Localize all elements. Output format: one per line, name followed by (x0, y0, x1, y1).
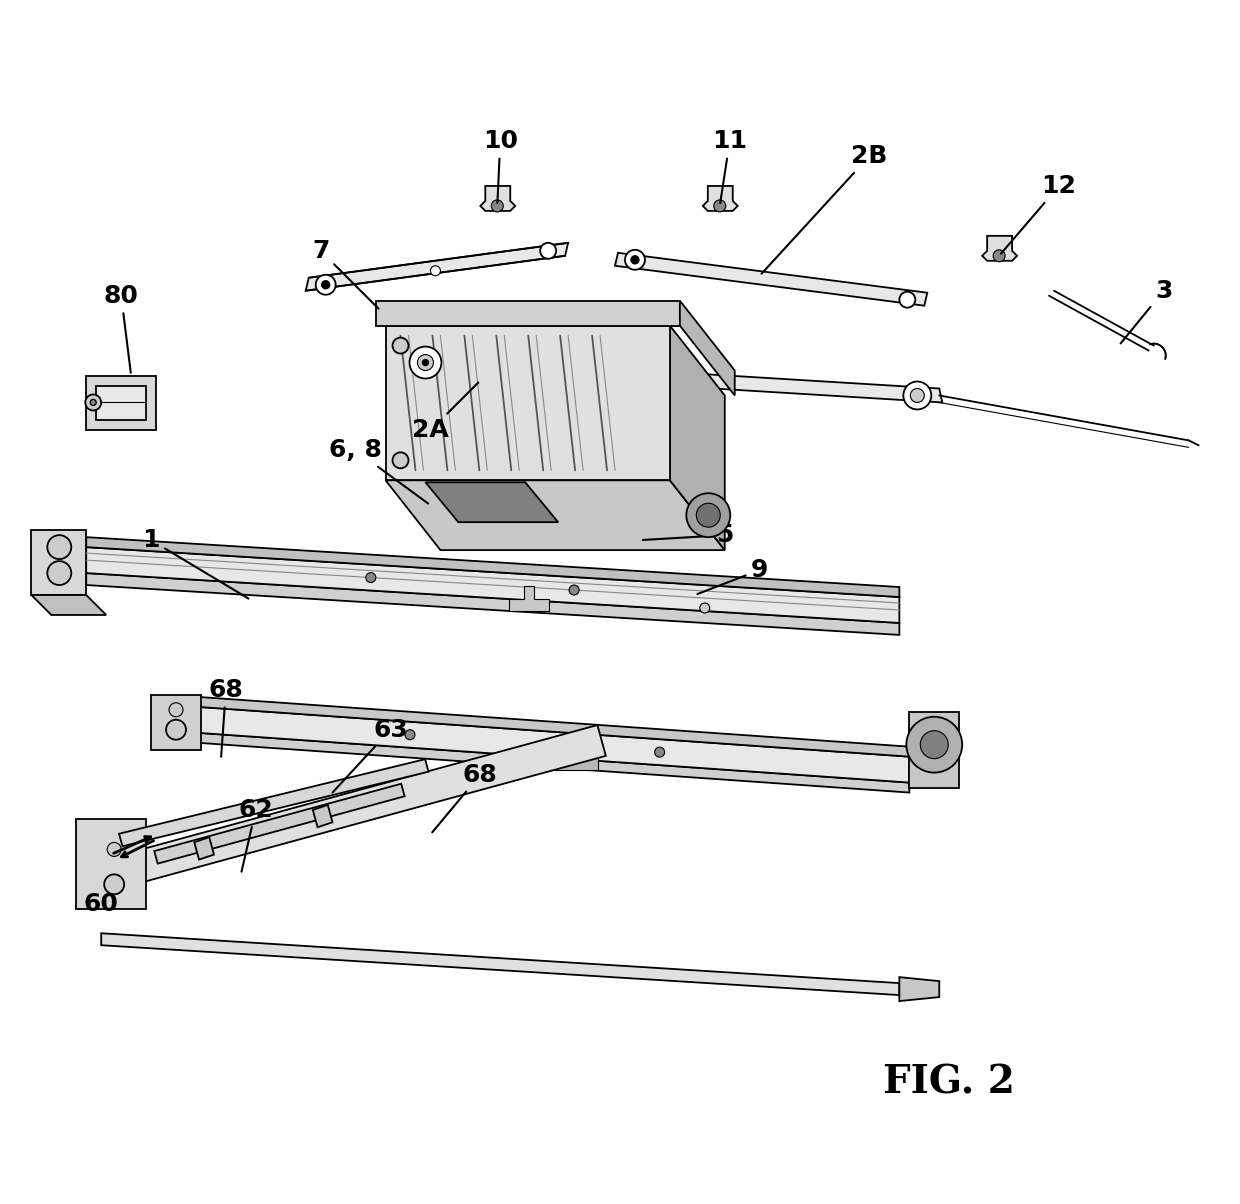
Circle shape (316, 275, 336, 295)
Text: 60: 60 (84, 892, 119, 916)
Circle shape (91, 400, 97, 406)
Polygon shape (982, 236, 1017, 261)
Circle shape (491, 200, 503, 212)
Polygon shape (196, 733, 909, 792)
Circle shape (687, 494, 730, 537)
Polygon shape (119, 760, 429, 846)
Circle shape (699, 603, 709, 613)
Circle shape (393, 453, 408, 468)
Polygon shape (196, 707, 909, 783)
Circle shape (166, 720, 186, 739)
Polygon shape (87, 376, 156, 430)
Text: 7: 7 (312, 238, 378, 308)
Circle shape (714, 200, 725, 212)
Polygon shape (909, 712, 960, 787)
Circle shape (405, 730, 415, 739)
Polygon shape (87, 537, 899, 597)
Text: 63: 63 (332, 718, 408, 792)
Polygon shape (306, 243, 568, 290)
Text: 68: 68 (208, 678, 243, 757)
Text: 6, 8: 6, 8 (329, 438, 428, 503)
Polygon shape (87, 547, 899, 622)
Polygon shape (97, 385, 146, 420)
Circle shape (409, 347, 441, 378)
Circle shape (107, 843, 122, 856)
Polygon shape (87, 573, 899, 635)
Circle shape (920, 731, 949, 759)
Text: 12: 12 (1001, 173, 1076, 254)
Polygon shape (154, 784, 404, 863)
Circle shape (169, 703, 184, 716)
Polygon shape (386, 325, 670, 480)
Circle shape (86, 395, 102, 411)
Polygon shape (196, 697, 909, 756)
Text: 2B: 2B (761, 144, 888, 273)
Circle shape (899, 291, 915, 308)
Text: 3: 3 (1121, 278, 1173, 343)
Circle shape (569, 585, 579, 595)
Text: 68: 68 (433, 762, 497, 832)
Polygon shape (425, 483, 558, 523)
Polygon shape (703, 185, 738, 211)
Text: 62: 62 (238, 797, 273, 872)
Polygon shape (195, 837, 215, 860)
Circle shape (631, 255, 639, 264)
Circle shape (655, 748, 665, 757)
Text: 5: 5 (642, 524, 733, 547)
Polygon shape (104, 725, 606, 891)
Circle shape (697, 503, 720, 527)
Text: 1: 1 (143, 529, 248, 598)
Polygon shape (899, 978, 939, 1001)
Polygon shape (680, 301, 735, 395)
Polygon shape (151, 695, 201, 750)
Polygon shape (312, 805, 332, 827)
Circle shape (104, 874, 124, 895)
Polygon shape (376, 301, 680, 325)
Polygon shape (76, 820, 146, 909)
Polygon shape (615, 253, 928, 306)
Circle shape (423, 360, 429, 366)
Polygon shape (510, 586, 549, 610)
Circle shape (910, 389, 924, 402)
Circle shape (321, 281, 330, 289)
Polygon shape (31, 595, 107, 615)
Circle shape (906, 716, 962, 773)
Polygon shape (401, 355, 942, 402)
Circle shape (47, 535, 71, 559)
Circle shape (625, 249, 645, 270)
Text: FIG. 2: FIG. 2 (883, 1064, 1016, 1102)
Polygon shape (386, 480, 724, 550)
Text: 10: 10 (482, 129, 518, 203)
Circle shape (393, 337, 408, 354)
Circle shape (418, 354, 434, 371)
Polygon shape (31, 530, 87, 595)
Polygon shape (480, 185, 516, 211)
Polygon shape (553, 744, 598, 769)
Text: 11: 11 (712, 129, 748, 203)
Circle shape (366, 573, 376, 583)
Text: 80: 80 (104, 284, 139, 373)
Circle shape (904, 382, 931, 409)
Text: 9: 9 (697, 559, 769, 594)
Polygon shape (102, 933, 899, 995)
Circle shape (993, 249, 1006, 261)
Polygon shape (670, 325, 724, 550)
Text: 2A: 2A (412, 383, 479, 442)
Circle shape (47, 561, 71, 585)
Circle shape (430, 266, 440, 276)
Circle shape (541, 243, 557, 259)
